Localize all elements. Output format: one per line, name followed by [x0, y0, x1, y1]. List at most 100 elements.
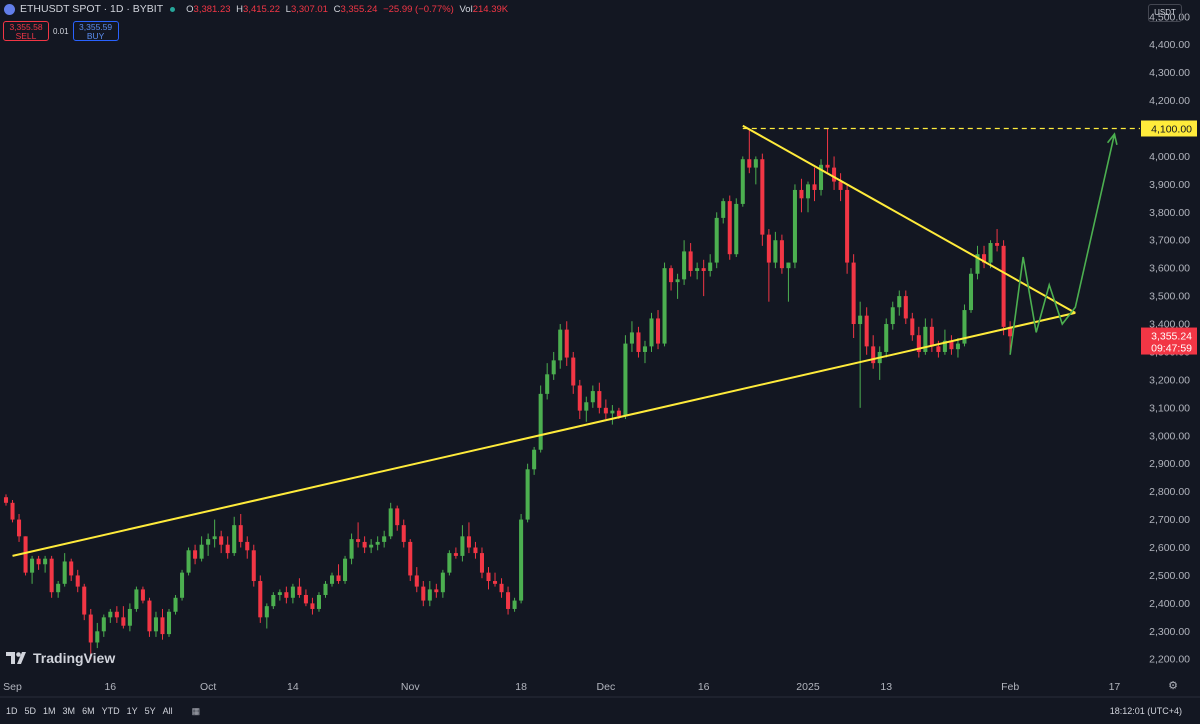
candle-body: [616, 410, 621, 417]
candle-body: [773, 240, 778, 263]
y-tick-label: 2,200.00: [1149, 654, 1190, 666]
x-tick-label: 18: [515, 681, 527, 693]
buy-label: BUY: [86, 31, 105, 41]
y-tick-label: 3,600.00: [1149, 263, 1190, 275]
candle-body: [590, 391, 595, 403]
y-tick-label: 3,000.00: [1149, 430, 1190, 442]
candle-body: [3, 497, 9, 503]
candle-body: [362, 541, 367, 548]
settings-icon[interactable]: ⚙: [1168, 680, 1178, 692]
candle-body: [258, 581, 263, 618]
candle-body: [688, 251, 693, 271]
candle-body: [766, 234, 771, 263]
timeframe-bar: 1D 5D 1M 3M 6M YTD 1Y 5Y All ▦: [6, 706, 200, 717]
candle-body: [897, 296, 902, 308]
tradingview-logo: TradingView: [6, 650, 115, 666]
candle-body: [134, 589, 139, 609]
candle-body: [199, 544, 204, 559]
calendar-icon[interactable]: ▦: [191, 706, 201, 716]
x-tick-label: 17: [1109, 681, 1121, 693]
y-tick-label: 4,200.00: [1149, 95, 1190, 107]
candle-body: [238, 525, 243, 542]
candle-body: [140, 589, 145, 601]
timeframe-all[interactable]: All: [162, 706, 173, 716]
timeframe-1d[interactable]: 1D: [6, 706, 18, 716]
candle-body: [649, 318, 654, 347]
x-tick-label: 16: [104, 681, 116, 693]
candle-body: [916, 335, 921, 352]
candle-body: [571, 357, 576, 386]
candle-body: [669, 268, 674, 283]
candle-body: [884, 324, 889, 352]
candle-body: [760, 159, 765, 235]
candle-body: [69, 561, 74, 576]
candle-body: [642, 346, 648, 352]
candle-body: [838, 181, 843, 190]
x-tick-label: Sep: [3, 681, 22, 693]
candle-body: [929, 326, 934, 347]
candle-body: [551, 360, 556, 375]
candle-body: [982, 254, 987, 263]
timeframe-6m[interactable]: 6M: [82, 706, 95, 716]
bar-countdown-label: 09:47:59: [1151, 343, 1192, 355]
y-tick-label: 4,300.00: [1149, 67, 1190, 79]
currency-selector[interactable]: USDT: [1148, 4, 1182, 22]
market-status-icon: [170, 6, 176, 12]
timeframe-1m[interactable]: 1M: [43, 706, 56, 716]
timeframe-ytd[interactable]: YTD: [101, 706, 120, 716]
candle-body: [812, 184, 817, 190]
y-tick-label: 4,000.00: [1149, 151, 1190, 163]
symbol-title[interactable]: ETHUSDT SPOT · 1D · BYBIT: [20, 3, 164, 15]
ethereum-icon: [4, 3, 15, 15]
clock: 18:12:01 (UTC+4): [1109, 706, 1182, 716]
candle-body: [232, 525, 237, 554]
candle-body: [636, 332, 641, 352]
candle-body: [721, 201, 726, 218]
candle-body: [62, 561, 67, 584]
timeframe-5d[interactable]: 5D: [24, 706, 37, 716]
candle-body: [434, 589, 439, 593]
sell-button[interactable]: 3,355.58 SELL: [3, 21, 49, 41]
candle-body: [388, 508, 393, 537]
candle-body: [440, 572, 445, 593]
timeframe-3m[interactable]: 3M: [62, 706, 76, 716]
candle-body: [30, 558, 35, 573]
candle-body: [277, 592, 282, 595]
candle-body: [75, 575, 80, 587]
candle-body: [166, 611, 172, 635]
x-tick-label: Oct: [200, 681, 216, 693]
candle-body: [753, 159, 758, 168]
high-label: H: [236, 3, 244, 15]
candle-body: [714, 217, 719, 263]
candle-body: [662, 268, 667, 344]
candle-body: [910, 318, 915, 336]
candle-body: [173, 597, 178, 612]
candle-body: [127, 608, 132, 626]
candle-body: [290, 586, 295, 598]
candle-body: [212, 536, 217, 540]
sell-label: SELL: [15, 31, 37, 41]
timeframe-1y[interactable]: 1Y: [126, 706, 138, 716]
candle-body: [727, 201, 732, 255]
candle-body: [786, 262, 791, 269]
candle-body: [303, 594, 308, 604]
x-tick-label: Feb: [1001, 681, 1019, 693]
candle-body: [492, 581, 498, 584]
candle-body: [329, 575, 335, 584]
candle-body: [460, 536, 465, 556]
candle-body: [219, 536, 224, 545]
timeframe-5y[interactable]: 5Y: [144, 706, 156, 716]
candle-body: [49, 558, 54, 593]
open-label: O: [186, 3, 194, 15]
buy-button[interactable]: 3,355.59 BUY: [72, 21, 119, 41]
y-tick-label: 2,900.00: [1149, 458, 1190, 470]
candle-body: [858, 315, 863, 325]
open-value: 3,381.23: [193, 3, 231, 15]
candle-body: [251, 550, 256, 582]
candle-body: [160, 617, 165, 635]
y-tick-label: 2,500.00: [1149, 570, 1190, 582]
candle-body: [264, 606, 269, 618]
candle-body: [871, 346, 876, 364]
candle-body: [82, 586, 87, 615]
